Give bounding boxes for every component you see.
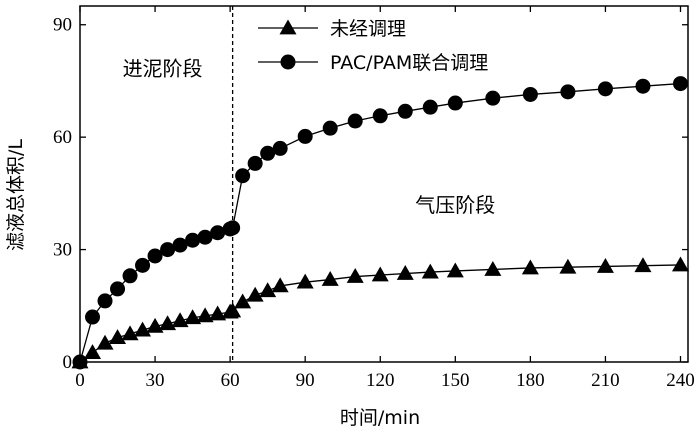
legend-label: PAC/PAM联合调理 [330,52,488,74]
data-point-triangle [559,258,577,274]
data-point-circle [185,232,201,248]
data-point-triangle [596,257,614,273]
y-tick-label: 0 [63,352,73,373]
data-point-circle [210,225,226,241]
data-point-circle [635,78,651,94]
phase-annotation: 进泥阶段 [123,56,203,80]
data-point-triangle [671,256,689,272]
data-point-triangle [421,263,439,279]
plot-frame [79,5,689,363]
data-point-circle [197,229,213,245]
y-tick-label: 90 [53,15,72,36]
data-point-circle [372,108,388,124]
data-point-circle [122,268,138,284]
data-point-circle [272,140,288,156]
data-point-triangle [121,325,139,341]
data-point-triangle [521,259,539,275]
data-point-circle [560,84,576,100]
data-point-triangle [234,293,252,309]
data-point-triangle [196,307,214,323]
data-point-triangle [246,286,264,302]
data-point-triangle [184,309,202,325]
x-tick-label: 30 [146,370,165,391]
x-tick-label: 90 [296,370,315,391]
data-point-triangle [271,277,289,293]
x-tick-label: 150 [441,370,470,391]
data-point-circle [97,293,113,309]
legend: 未经调理 PAC/PAM联合调理 [258,18,488,74]
data-point-circle [225,220,241,236]
legend-triangle-marker [279,19,297,35]
data-point-triangle [371,266,389,282]
data-point-circle [160,242,176,258]
x-tick-label: 180 [516,370,545,391]
data-point-circle [347,113,363,129]
data-point-circle [172,237,188,253]
data-point-circle [135,257,151,273]
data-point-circle [447,95,463,111]
x-tick-label: 0 [75,370,85,391]
data-point-circle [235,168,251,184]
y-tick-label: 30 [53,240,72,261]
data-point-circle [110,281,126,297]
x-tick-label: 60 [221,370,240,391]
data-point-circle [322,120,338,136]
data-point-circle [485,90,501,106]
legend-entry-1: 未经调理 [258,18,406,40]
x-tick-label: 240 [666,370,695,391]
axes: 0 30 60 90 120 150 180 210 240 0 30 60 90 [53,5,695,391]
data-point-circle [522,86,538,102]
data-point-triangle [446,262,464,278]
legend-entry-2: PAC/PAM联合调理 [258,52,488,74]
legend-label: 未经调理 [330,18,406,40]
y-axis-title: 滤液总体积/L [5,139,27,251]
data-point-triangle [296,273,314,289]
x-tick-label: 210 [591,370,620,391]
data-point-circle [85,309,101,325]
data-point-triangle [109,329,127,345]
data-point-circle [260,145,276,161]
data-point-circle [422,99,438,115]
data-point-triangle [346,268,364,283]
data-point-circle [672,76,688,92]
series-2 [72,76,688,370]
x-tick-label: 120 [366,370,395,391]
data-point-triangle [321,271,339,286]
data-point-triangle [396,265,414,280]
data-point-triangle [146,317,164,333]
legend-circle-marker [280,54,296,70]
data-point-triangle [159,315,177,331]
data-point-triangle [134,321,152,337]
data-point-circle [597,81,613,97]
data-point-triangle [84,344,102,360]
x-axis-title: 时间/min [340,407,420,429]
data-point-triangle [171,312,189,328]
data-point-triangle [484,260,502,276]
data-point-circle [247,155,263,171]
data-point-triangle [96,334,114,350]
data-point-circle [147,248,163,264]
data-point-triangle [209,305,227,321]
y-tick-label: 60 [53,127,72,148]
series-1 [71,256,689,369]
data-point-triangle [224,302,242,318]
data-point-triangle [259,282,277,298]
phase-annotation: 气压阶段 [415,193,495,217]
data-point-circle [397,103,413,119]
data-point-triangle [634,257,652,273]
data-point-circle [297,128,313,144]
